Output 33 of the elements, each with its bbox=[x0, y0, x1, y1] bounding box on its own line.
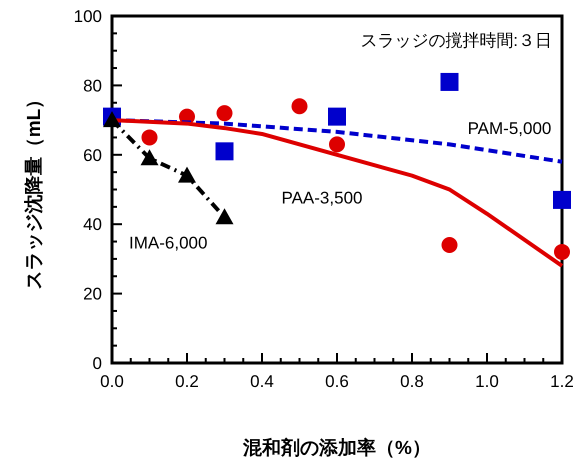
point bbox=[553, 190, 571, 209]
y-tick-label: 40 bbox=[83, 215, 102, 234]
point bbox=[440, 72, 458, 91]
y-tick-label: 20 bbox=[83, 284, 102, 304]
x-tick-label: 0.6 bbox=[325, 372, 349, 391]
point bbox=[554, 244, 570, 260]
series-label: PAM-5,000 bbox=[468, 118, 552, 138]
y-tick-label: 60 bbox=[83, 146, 102, 165]
point bbox=[142, 129, 158, 146]
point bbox=[216, 208, 234, 224]
point bbox=[329, 136, 345, 152]
x-tick-label: 1.2 bbox=[550, 372, 574, 391]
y-tick-label: 0 bbox=[92, 354, 102, 373]
y-axis-title: スラッジ沈降量（mL） bbox=[23, 90, 45, 290]
y-tick-label: 80 bbox=[83, 76, 102, 96]
point bbox=[216, 142, 234, 160]
point bbox=[216, 105, 232, 122]
y-tick-label: 100 bbox=[74, 7, 102, 26]
point bbox=[292, 98, 308, 114]
x-tick-label: 0.0 bbox=[100, 372, 124, 391]
point bbox=[103, 111, 121, 128]
x-tick-label: 0.2 bbox=[175, 372, 199, 391]
x-tick-label: 0.8 bbox=[400, 372, 424, 391]
x-axis-title: 混和剤の添加率（%） bbox=[242, 437, 431, 459]
x-tick-label: 1.0 bbox=[475, 372, 499, 391]
text: PAA-3,500 bbox=[282, 188, 362, 208]
point bbox=[178, 166, 196, 183]
annotation: スラッジの撹拌時間:３日 bbox=[360, 31, 552, 50]
point bbox=[140, 149, 158, 166]
point bbox=[442, 237, 458, 254]
x-tick-label: 0.4 bbox=[250, 372, 274, 391]
series-label: IMA-6,000 bbox=[129, 233, 208, 252]
point bbox=[328, 108, 346, 126]
